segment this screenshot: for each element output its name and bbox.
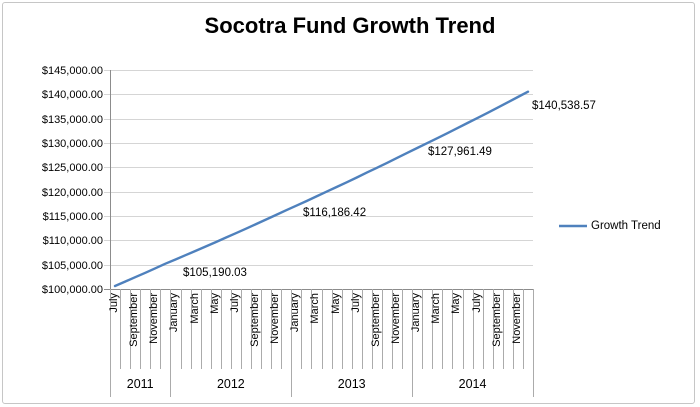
x-axis-month-label: March	[188, 293, 201, 324]
legend-label: Growth Trend	[591, 220, 661, 232]
data-label[interactable]: $105,190.03	[183, 267, 247, 279]
x-axis-year-label: 2013	[337, 377, 366, 391]
data-label[interactable]: $140,538.57	[532, 100, 596, 112]
x-axis-month-label: July	[470, 293, 483, 313]
growth-trend-line[interactable]	[113, 90, 530, 288]
y-axis-tick-label: $125,000.00	[41, 161, 103, 174]
x-axis-month-label: September	[369, 293, 382, 347]
x-axis-month-label: May	[208, 293, 221, 314]
x-axis-month-label: January	[289, 293, 302, 333]
x-axis-month-label: January	[168, 293, 181, 333]
x-axis-month-label: July	[228, 293, 241, 313]
x-axis-month-label: July	[108, 293, 121, 313]
x-axis-month-label: January	[410, 293, 423, 333]
x-axis-month-label: March	[309, 293, 322, 324]
x-axis-month-label: September	[128, 293, 141, 347]
y-axis-tick-label: $135,000.00	[41, 113, 103, 126]
y-axis-tick-label: $120,000.00	[41, 186, 103, 199]
y-axis-tick-label: $110,000.00	[42, 234, 103, 247]
y-axis-tick-label: $130,000.00	[41, 137, 103, 150]
x-axis-year-label: 2012	[216, 377, 245, 391]
x-axis-year-label: 2014	[458, 377, 487, 391]
x-axis-month-label: November	[510, 293, 523, 344]
x-axis-month-label: November	[148, 293, 161, 344]
y-axis-tick-label: $140,000.00	[41, 88, 103, 101]
data-label[interactable]: $116,186.42	[303, 207, 367, 219]
y-axis-tick-label: $145,000.00	[41, 64, 103, 77]
y-axis-tick-label: $105,000.00	[41, 259, 103, 272]
x-axis-month-label: November	[390, 293, 403, 344]
y-axis-tick-label: $115,000.00	[42, 210, 103, 223]
x-axis-year-label: 2011	[126, 377, 154, 391]
legend[interactable]: Growth Trend	[558, 220, 661, 232]
x-axis-month-label: September	[249, 293, 262, 347]
chart-border	[2, 2, 695, 404]
x-axis-month-label: March	[430, 293, 443, 324]
x-axis-month-label: November	[269, 293, 282, 344]
data-label[interactable]: $127,961.49	[428, 146, 492, 158]
x-axis-month-label: May	[450, 293, 463, 314]
legend-line-swatch	[559, 224, 587, 228]
x-axis-month-label: May	[329, 293, 342, 314]
x-axis-month-label: July	[349, 293, 362, 313]
x-axis-month-label: September	[490, 293, 503, 347]
chart-title[interactable]: Socotra Fund Growth Trend	[204, 13, 496, 38]
y-axis-tick-label: $100,000.00	[41, 283, 103, 296]
